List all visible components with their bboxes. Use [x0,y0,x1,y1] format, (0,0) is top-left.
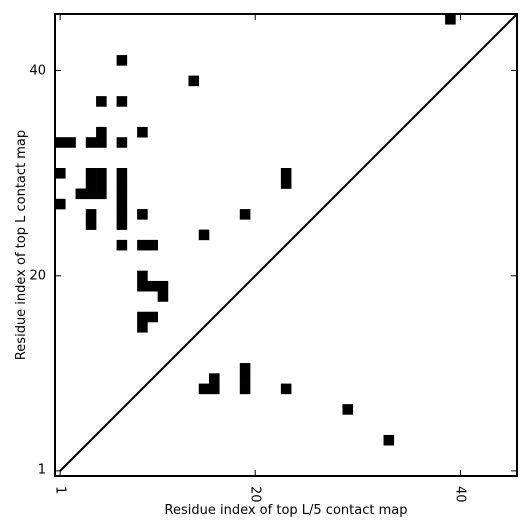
contact-cell-16-9 [209,383,220,395]
contact-cell-1-27 [55,198,66,210]
contact-cell-10-23 [147,239,158,251]
ytick-label-40: 40 [29,64,46,79]
contact-cell-5-33 [96,137,107,148]
contact-cell-11-19 [157,280,169,292]
contact-cell-23-30 [280,168,292,179]
contact-cell-7-30 [116,168,128,179]
contact-cell-23-29 [280,178,292,189]
contact-cell-10-16 [147,311,158,323]
contact-cell-1-30 [55,168,66,179]
contact-cell-29-7 [342,404,354,415]
contact-cell-4-26 [85,209,97,220]
contact-cell-9-23 [137,239,148,251]
contact-cell-14-39 [188,75,200,87]
contact-cell-2-33 [65,137,76,148]
contact-cell-7-27 [116,198,128,210]
contact-cells [55,14,456,446]
contact-cell-9-34 [137,126,148,138]
contact-cell-19-10 [239,373,251,384]
contact-cell-9-16 [137,311,148,323]
contact-cell-23-9 [280,383,292,395]
contact-cell-16-10 [209,373,220,384]
contact-cell-5-29 [96,178,107,189]
contact-cell-5-30 [96,168,107,179]
contact-cell-9-26 [137,209,148,220]
contact-cell-33-4 [383,434,395,446]
contact-cell-5-34 [96,126,107,138]
contact-cell-19-26 [239,209,251,220]
ytick-label-1: 1 [38,463,46,478]
contact-cell-7-29 [116,178,128,189]
contact-cell-4-29 [85,178,97,189]
contact-cell-7-33 [116,137,128,148]
ytick-label-20: 20 [29,269,46,284]
contact-cell-4-28 [85,188,97,200]
contact-cell-39-45 [445,14,456,25]
contact-cell-7-37 [116,96,128,107]
x-axis-label: Residue index of top L/5 contact map [165,503,408,518]
xtick-label-20: 20 [248,486,263,503]
contact-cell-1-33 [55,137,66,148]
contact-cell-5-28 [96,188,107,200]
contact-cell-4-25 [85,219,97,230]
contact-cell-3-28 [75,188,87,200]
contact-cell-15-9 [198,383,210,395]
contact-cell-7-41 [116,55,128,66]
contact-cell-7-25 [116,219,128,230]
contact-cell-7-23 [116,239,128,251]
contact-cell-19-9 [239,383,251,395]
diagonal-line [59,13,518,472]
contact-cell-10-19 [147,280,158,292]
y-axis-label: Residue index of top L contact map [14,130,29,360]
contact-cell-9-15 [137,322,148,333]
contact-cell-19-11 [239,363,251,374]
contact-cell-9-19 [137,280,148,292]
contact-cell-7-28 [116,188,128,200]
contact-cell-5-37 [96,96,107,107]
plot-frame [54,13,518,477]
contact-cell-4-33 [85,137,97,148]
contact-cell-7-26 [116,209,128,220]
axis-ticks [55,14,517,476]
contact-cell-9-20 [137,270,148,282]
xtick-label-40: 40 [453,486,468,503]
xtick-label-1: 1 [53,486,68,494]
contact-cell-4-30 [85,168,97,179]
contact-cell-11-18 [157,291,169,302]
contact-cell-15-24 [198,229,210,241]
